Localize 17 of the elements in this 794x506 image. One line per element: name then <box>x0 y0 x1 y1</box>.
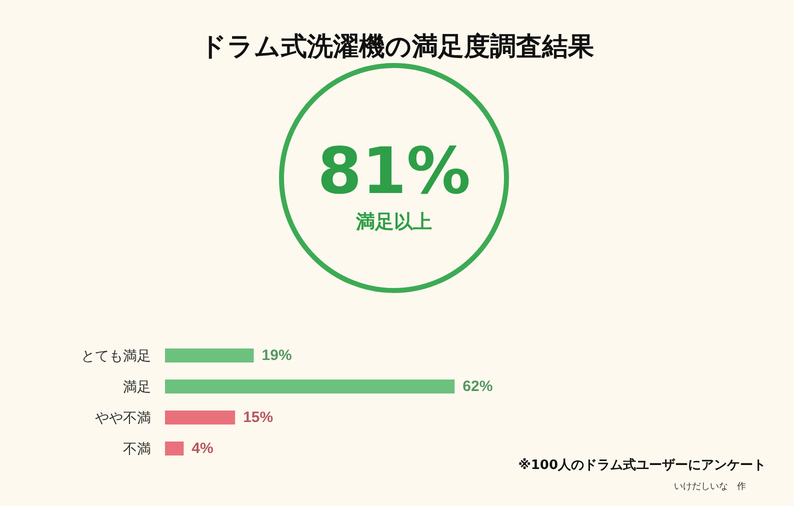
text: 81% <box>317 135 471 209</box>
bar <box>165 380 455 394</box>
data-label: 62% <box>462 378 493 395</box>
y-tick-label: 不満 <box>123 440 151 456</box>
text: いけだしいな 作 <box>674 481 746 493</box>
data-label: 19% <box>262 347 292 364</box>
text: 満足以上 <box>356 210 432 235</box>
y-tick-label: 満足 <box>123 378 151 394</box>
text: ※100人のドラム式ユーザーにアンケート <box>518 457 766 474</box>
bar <box>165 348 254 362</box>
chart-title: ドラム式洗濯機の満足度調査結果 <box>200 31 594 61</box>
bar <box>165 442 184 456</box>
data-label: 4% <box>192 440 214 457</box>
y-tick-label: やや不満 <box>95 410 151 426</box>
data-label: 15% <box>243 409 274 426</box>
y-tick-label: とても満足 <box>81 348 151 364</box>
bar <box>165 410 236 424</box>
